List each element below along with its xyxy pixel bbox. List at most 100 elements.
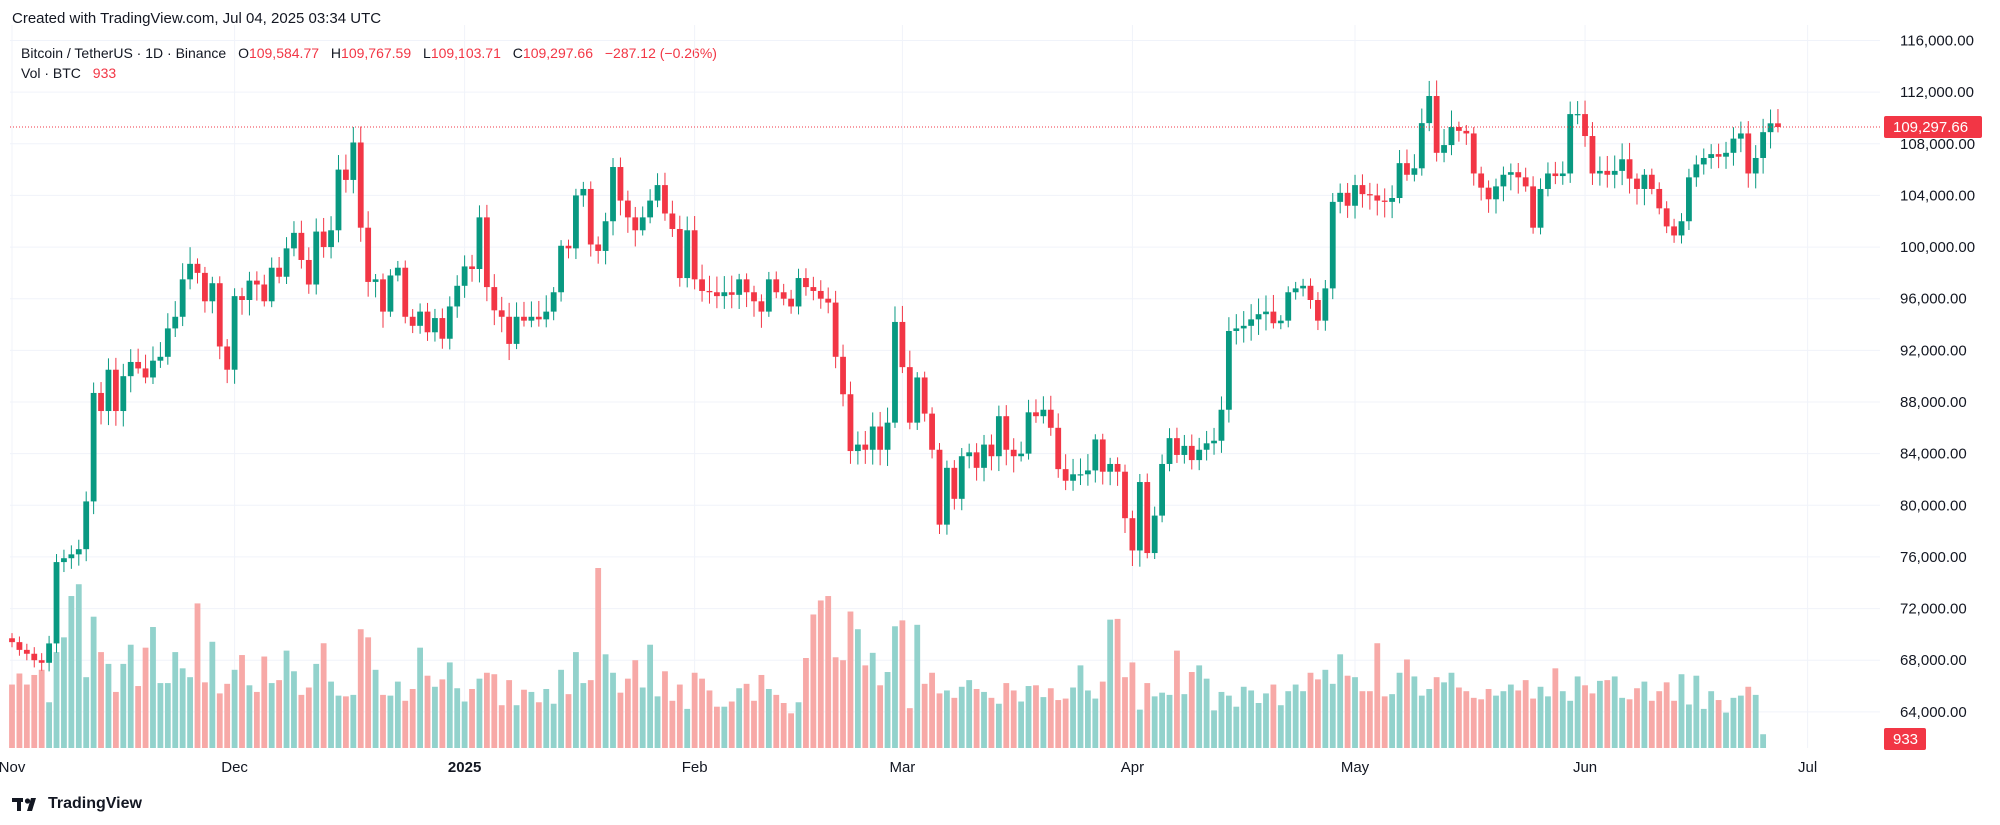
volume-bar bbox=[31, 674, 38, 748]
volume-bar bbox=[854, 629, 861, 748]
volume-bar bbox=[16, 673, 23, 748]
candle-body bbox=[936, 449, 943, 525]
candle-body bbox=[1174, 438, 1180, 455]
volume-bar bbox=[357, 629, 364, 748]
volume-bar bbox=[1018, 701, 1025, 748]
candle-body bbox=[966, 452, 973, 457]
volume-bar bbox=[1723, 712, 1729, 748]
candle-body bbox=[1292, 288, 1299, 293]
volume-bar bbox=[283, 650, 290, 748]
volume-bar bbox=[1530, 698, 1536, 748]
volume-bar bbox=[253, 691, 260, 748]
candle-body bbox=[1307, 285, 1314, 300]
volume-bar bbox=[892, 626, 898, 748]
candle-body bbox=[1485, 187, 1492, 200]
candle-body bbox=[862, 444, 869, 450]
volume-bar bbox=[1648, 700, 1655, 748]
candle-body bbox=[944, 467, 950, 525]
candle-body bbox=[1003, 416, 1010, 450]
candle-body bbox=[1114, 463, 1121, 472]
volume-bar bbox=[320, 643, 327, 748]
volume-bar bbox=[1010, 690, 1017, 748]
volume-bar bbox=[120, 663, 127, 748]
candle-body bbox=[46, 643, 52, 663]
volume-bar bbox=[587, 680, 594, 748]
candle-body bbox=[550, 292, 557, 312]
volume-bar bbox=[736, 688, 743, 748]
volume-bar bbox=[1166, 694, 1173, 748]
candle-body bbox=[610, 167, 616, 222]
volume-bar bbox=[1248, 690, 1255, 748]
volume-bar bbox=[187, 677, 193, 748]
volume-bar bbox=[498, 705, 505, 748]
volume-bar bbox=[966, 680, 973, 748]
candle-body bbox=[1277, 320, 1284, 324]
candle-body bbox=[194, 263, 201, 273]
candle-body bbox=[676, 228, 683, 279]
footer-logo[interactable]: TradingView bbox=[12, 795, 142, 813]
candle-body bbox=[313, 231, 320, 285]
volume-bar bbox=[1203, 678, 1210, 748]
candle-body bbox=[1700, 157, 1707, 165]
volume-bar bbox=[1760, 734, 1767, 748]
volume-bar bbox=[38, 669, 45, 748]
volume-bar bbox=[773, 694, 780, 748]
time-axis: Nov Dec 2025 Feb Mar Apr May Jun Jul bbox=[0, 759, 1817, 776]
volume-bar bbox=[1270, 684, 1277, 748]
candle-body bbox=[409, 316, 416, 326]
volume-bar bbox=[550, 703, 557, 748]
volume-bar bbox=[528, 691, 535, 748]
candle-body bbox=[469, 266, 475, 270]
volume-label[interactable]: Vol · BTC bbox=[21, 65, 81, 81]
candle-body bbox=[446, 306, 453, 339]
volume-bar bbox=[1003, 683, 1010, 748]
candle-body bbox=[1040, 409, 1047, 417]
candle-body bbox=[1374, 195, 1381, 201]
candle-body bbox=[1596, 170, 1603, 174]
volume-bar bbox=[1159, 692, 1165, 748]
candle-body bbox=[1085, 470, 1091, 475]
volume-bar bbox=[409, 688, 416, 748]
candle-body bbox=[751, 292, 757, 302]
candle-body bbox=[328, 230, 334, 248]
volume-bar bbox=[1604, 680, 1611, 748]
candle-body bbox=[1233, 328, 1240, 331]
candle-body bbox=[1070, 474, 1076, 481]
volume-bar bbox=[1174, 650, 1180, 748]
candle-body bbox=[1315, 299, 1321, 321]
candle-body bbox=[394, 267, 401, 276]
volume-bar bbox=[1715, 700, 1722, 748]
open-label: O bbox=[238, 45, 249, 61]
volume-bar bbox=[944, 690, 950, 748]
volume-bar bbox=[202, 682, 208, 748]
candle-body bbox=[61, 558, 67, 563]
candle-body bbox=[558, 245, 564, 293]
price-tick-label: 108,000.00 bbox=[1900, 136, 1975, 153]
candle-body bbox=[1619, 159, 1626, 171]
volume-bar bbox=[951, 697, 958, 748]
time-tick-label: Jun bbox=[1573, 759, 1597, 776]
volume-bar bbox=[669, 700, 676, 748]
volume-bar bbox=[1678, 674, 1685, 748]
volume-bar bbox=[1500, 691, 1507, 748]
candle-body bbox=[662, 185, 668, 214]
time-tick-label: May bbox=[1341, 759, 1370, 776]
candle-body bbox=[728, 292, 735, 295]
tradingview-logo-icon bbox=[12, 798, 36, 811]
candle-body bbox=[83, 501, 90, 550]
volume-bar bbox=[61, 637, 67, 748]
candle-body bbox=[795, 278, 802, 307]
candle-body bbox=[654, 185, 661, 201]
time-tick-label: Jul bbox=[1798, 759, 1817, 776]
symbol-title[interactable]: Bitcoin / TetherUS · 1D · Binance bbox=[21, 45, 227, 61]
volume-bar bbox=[847, 611, 854, 748]
volume-bar bbox=[617, 692, 624, 748]
candle-body bbox=[1626, 159, 1633, 179]
volume-bar bbox=[1181, 694, 1188, 748]
volume-bar bbox=[1322, 669, 1329, 748]
volume-bar bbox=[127, 644, 134, 748]
candle-body bbox=[1055, 427, 1062, 470]
candle-body bbox=[439, 318, 446, 339]
volume-bar bbox=[1055, 700, 1062, 748]
